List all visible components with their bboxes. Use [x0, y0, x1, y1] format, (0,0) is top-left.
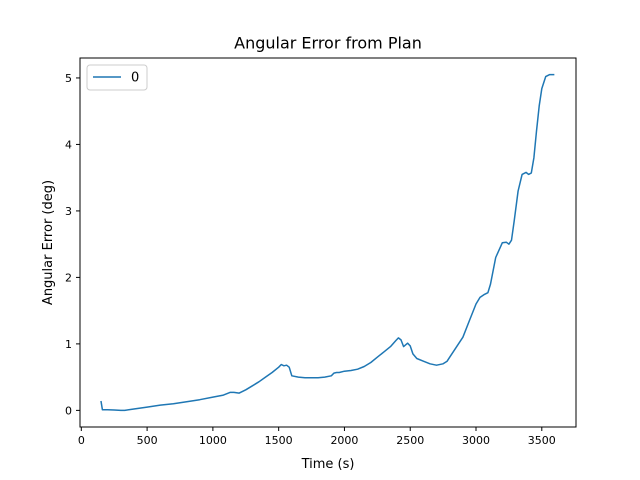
x-axis-label: Time (s) [301, 457, 355, 472]
y-tick-label: 5 [65, 72, 72, 85]
x-tick-label: 2000 [330, 434, 358, 447]
y-tick-label: 4 [65, 138, 72, 151]
y-axis-ticks: 0 1 2 3 4 5 [65, 72, 80, 417]
x-tick-label: 3500 [528, 434, 556, 447]
x-axis-ticks: 0 500 1000 1500 2000 2500 3000 3500 [78, 427, 556, 447]
x-tick-label: 3000 [462, 434, 490, 447]
x-tick-label: 1500 [265, 434, 293, 447]
y-tick-label: 3 [65, 205, 72, 218]
y-axis-label: Angular Error (deg) [41, 180, 56, 305]
series-line [100, 73, 555, 412]
legend-entry-label: 0 [131, 71, 139, 86]
plot-frame [79, 57, 577, 428]
y-tick-label: 0 [65, 404, 72, 417]
x-tick-label: 2500 [396, 434, 424, 447]
series-layer [100, 73, 555, 412]
y-tick-label: 2 [65, 271, 72, 284]
x-tick-label: 1000 [199, 434, 227, 447]
x-tick-label: 0 [78, 434, 85, 447]
y-tick-label: 1 [65, 338, 72, 351]
plot-area [80, 58, 576, 427]
legend: 0 [86, 64, 148, 91]
x-tick-label: 500 [137, 434, 158, 447]
chart-title: Angular Error from Plan [234, 34, 422, 53]
